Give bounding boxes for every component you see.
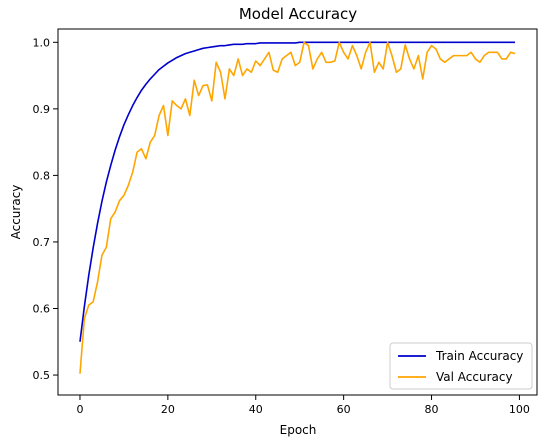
- y-axis-ticks: 0.5 0.6 0.7 0.8 0.9 1.0: [33, 36, 58, 382]
- chart-title: Model Accuracy: [239, 5, 357, 23]
- x-axis-label: Epoch: [280, 423, 317, 437]
- y-tick-label: 0.7: [33, 236, 51, 249]
- x-tick-label: 80: [425, 403, 439, 416]
- y-axis-label: Accuracy: [9, 185, 23, 240]
- val-accuracy-line: [79, 41, 516, 374]
- x-axis-ticks: 0 20 40 60 80 100: [76, 395, 530, 416]
- x-tick-label: 20: [161, 403, 175, 416]
- y-tick-label: 1.0: [33, 36, 51, 49]
- x-tick-label: 60: [337, 403, 351, 416]
- series-layer: [79, 41, 516, 374]
- legend-label-train: Train Accuracy: [435, 349, 523, 363]
- y-tick-label: 0.9: [33, 103, 51, 116]
- y-tick-label: 0.8: [33, 169, 51, 182]
- legend: Train Accuracy Val Accuracy: [389, 342, 533, 390]
- y-tick-label: 0.6: [33, 302, 51, 315]
- legend-label-val: Val Accuracy: [436, 370, 513, 384]
- y-tick-label: 0.5: [33, 369, 51, 382]
- plot-area: [57, 28, 538, 396]
- x-tick-label: 100: [509, 403, 530, 416]
- x-tick-label: 0: [76, 403, 83, 416]
- train-accuracy-line: [79, 41, 516, 342]
- x-tick-label: 40: [249, 403, 263, 416]
